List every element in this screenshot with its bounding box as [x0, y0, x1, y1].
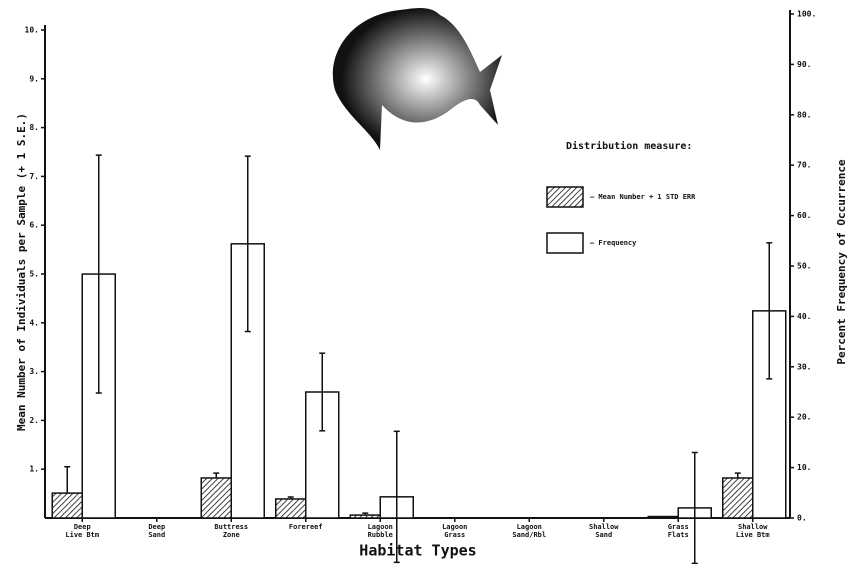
y-tick-label: 7.: [29, 172, 39, 181]
y2-tick-label: 70.: [797, 161, 811, 170]
y2-tick-label: 0.: [797, 514, 807, 523]
bar: [647, 515, 679, 519]
x-tick-label: Deep Sand: [148, 523, 166, 539]
bar: [349, 514, 381, 519]
y-axis-label: Mean Number of Individuals per Sample (+…: [15, 113, 28, 431]
x-tick-label: Deep Live Btm: [65, 523, 100, 539]
bar: [200, 477, 232, 519]
y2-tick-label: 20.: [797, 413, 811, 422]
y2-tick-label: 10.: [797, 463, 811, 472]
bar: [722, 477, 754, 519]
y2-tick-label: 50.: [797, 262, 811, 271]
y-tick-label: 8.: [29, 123, 39, 132]
y-tick-label: 3.: [29, 367, 39, 376]
y-tick-label: 9.: [29, 74, 39, 83]
y-tick-label: 1.: [29, 465, 39, 474]
x-tick-label: Lagoon Rubble: [367, 523, 393, 539]
x-tick-label: Lagoon Sand/Rbl: [512, 523, 547, 539]
y-tick-label: 4.: [29, 318, 39, 327]
x-axis-label: Habitat Types: [359, 542, 476, 560]
y2-tick-label: 60.: [797, 211, 811, 220]
y2-tick-label: 40.: [797, 312, 811, 321]
y2-axis-label: Percent Frequency of Occurrence: [835, 159, 848, 365]
x-tick-label: Shallow Live Btm: [735, 523, 770, 539]
y-tick-label: 10.: [25, 26, 39, 35]
y2-tick-label: 90.: [797, 60, 811, 69]
legend-swatch: [546, 186, 584, 208]
legend-swatch: [546, 232, 584, 254]
y2-tick-label: 80.: [797, 110, 811, 119]
x-tick-label: Shallow Sand: [588, 523, 619, 539]
x-tick-label: Buttress Zone: [214, 523, 249, 539]
x-tick-label: Forereef: [288, 523, 323, 531]
y-tick-label: 2.: [29, 416, 39, 425]
x-tick-label: Lagoon Grass: [442, 523, 468, 539]
fish-illustration: [332, 7, 502, 151]
bar: [275, 498, 307, 519]
y-tick-label: 5.: [29, 270, 39, 279]
y2-tick-label: 100.: [797, 10, 816, 19]
bar: [51, 492, 83, 519]
legend-label: — Frequency: [590, 239, 637, 247]
y-tick-label: 6.: [29, 221, 39, 230]
legend-label: — Mean Number + 1 STD ERR: [590, 193, 696, 201]
x-tick-label: Grass Flats: [667, 523, 689, 539]
y2-tick-label: 30.: [797, 362, 811, 371]
legend-title: Distribution measure:: [566, 140, 692, 152]
